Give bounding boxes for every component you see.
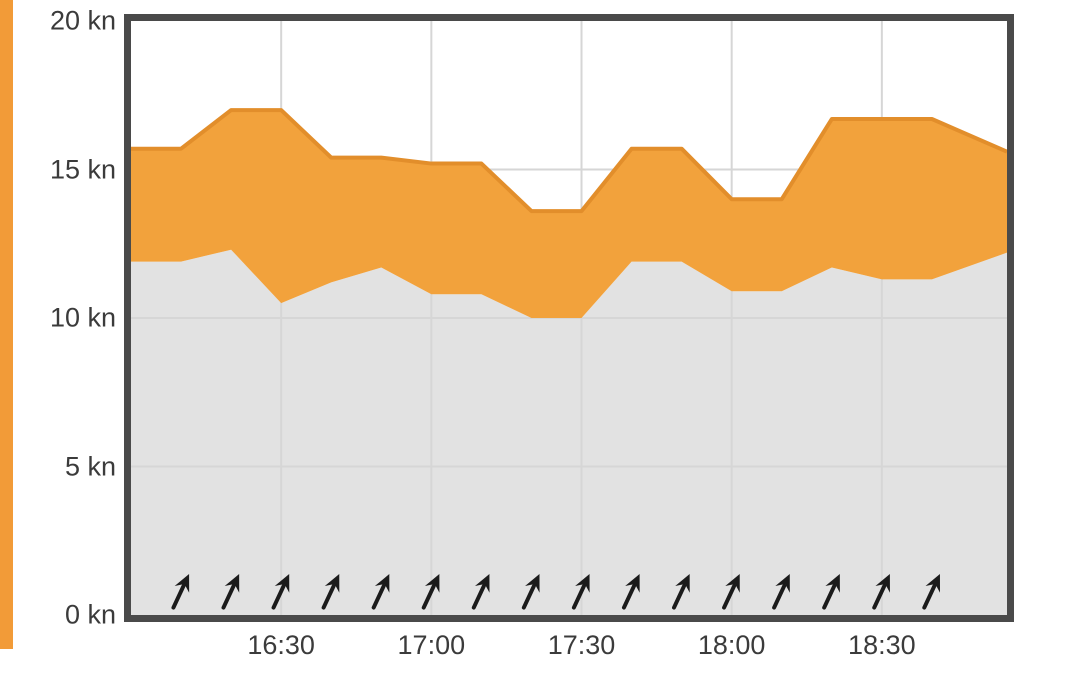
wind-direction-arrow <box>221 574 240 610</box>
wind-direction-arrow <box>872 574 890 610</box>
gust-band <box>131 110 1007 318</box>
wind-direction-arrow <box>722 574 740 610</box>
wind-direction-arrow <box>421 574 440 610</box>
x-tick-label: 18:00 <box>697 630 766 660</box>
wind-direction-arrow <box>571 574 590 610</box>
wind-direction-arrow <box>672 574 690 610</box>
wind-chart-svg[interactable] <box>131 21 1007 615</box>
wind-direction-arrow <box>822 574 840 610</box>
gust-line <box>131 108 1007 214</box>
wind-direction-arrow <box>371 574 390 610</box>
x-tick-label: 16:30 <box>247 630 315 660</box>
y-tick-label: 10 kn <box>49 302 116 333</box>
y-tick-label: 15 kn <box>49 154 116 184</box>
left-accent-bar <box>0 0 13 649</box>
y-tick-label: 5 kn <box>64 451 116 481</box>
wind-direction-arrow <box>271 574 290 610</box>
x-tick-label: 17:30 <box>547 630 616 660</box>
wind-direction-arrow <box>471 574 490 610</box>
wind-direction-arrows <box>171 574 941 610</box>
wind-direction-arrow <box>171 574 190 610</box>
wind-direction-arrow <box>772 574 790 610</box>
wind-direction-arrow <box>922 574 941 610</box>
x-tick-label: 18:30 <box>848 630 916 660</box>
x-tick-label: 17:00 <box>397 630 466 660</box>
wind-direction-arrow <box>321 574 340 610</box>
y-tick-label: 0 kn <box>64 599 116 630</box>
y-tick-label: 20 kn <box>49 5 116 36</box>
wind-direction-arrow <box>521 574 540 610</box>
wind-speed-area <box>131 249 1007 615</box>
chart-plot-area[interactable] <box>124 14 1014 622</box>
wind-direction-arrow <box>621 574 640 610</box>
